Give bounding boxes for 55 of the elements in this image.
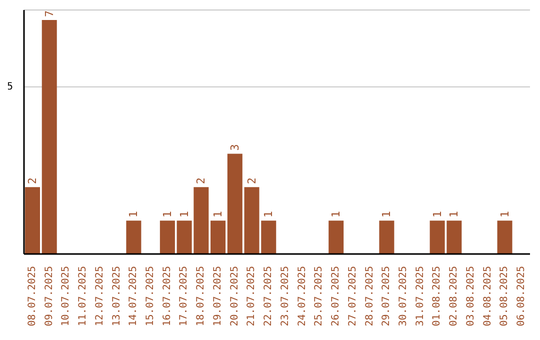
x-tick-label: 11.07.2025 <box>78 266 89 326</box>
x-tick-label: 21.07.2025 <box>246 266 258 326</box>
x-tick-label: 12.07.2025 <box>94 266 106 326</box>
x-tick-label: 05.08.2025 <box>499 266 510 326</box>
x-tick-label: 09.07.2025 <box>44 266 55 326</box>
x-tick-label: 02.08.2025 <box>448 266 460 326</box>
x-tick-label: 01.08.2025 <box>432 266 443 326</box>
x-tick-label: 16.07.2025 <box>162 266 173 326</box>
x-tick-label: 19.07.2025 <box>212 266 224 326</box>
x-tick-label: 17.07.2025 <box>178 266 190 326</box>
x-tick-label: 15.07.2025 <box>145 266 156 326</box>
data-label: 1 <box>498 210 512 218</box>
data-label: 1 <box>448 210 461 218</box>
bar <box>227 154 242 254</box>
x-tick-label: 08.07.2025 <box>26 266 38 326</box>
x-tick-label: 06.08.2025 <box>516 266 528 326</box>
data-label: 1 <box>160 210 174 218</box>
bar <box>42 20 57 254</box>
data-label: 1 <box>212 210 225 218</box>
x-tick-label: 13.07.2025 <box>111 266 122 326</box>
x-tick-label: 20.07.2025 <box>229 266 240 326</box>
bar <box>126 220 142 254</box>
y-tick-label: 5 <box>6 81 13 92</box>
x-tick-label: 23.07.2025 <box>280 266 291 326</box>
bar <box>210 220 226 254</box>
x-tick-label: 18.07.2025 <box>196 266 207 326</box>
bar <box>25 187 40 254</box>
data-label: 7 <box>42 10 56 18</box>
data-label: 1 <box>380 210 394 218</box>
data-label: 1 <box>262 210 276 218</box>
x-tick-label: 03.08.2025 <box>465 266 476 326</box>
bar <box>379 220 394 254</box>
x-tick-label: 10.07.2025 <box>60 266 72 326</box>
x-tick-label: 30.07.2025 <box>398 266 409 326</box>
x-tick-label: 26.07.2025 <box>330 266 342 326</box>
bar <box>328 220 344 254</box>
bar <box>497 220 512 254</box>
x-tick-label: 31.07.2025 <box>414 266 426 326</box>
x-tick-label: 04.08.2025 <box>482 266 494 326</box>
x-tick-label: 27.07.2025 <box>347 266 358 326</box>
data-label: 1 <box>330 210 343 218</box>
data-label: 1 <box>127 210 140 218</box>
data-label: 2 <box>194 178 208 184</box>
x-tick-label: 25.07.2025 <box>314 266 325 326</box>
x-tick-label: 29.07.2025 <box>381 266 392 326</box>
x-tick-label: 14.07.2025 <box>128 266 140 326</box>
data-label: 3 <box>228 144 242 151</box>
x-tick-label: 28.07.2025 <box>364 266 376 326</box>
data-label: 2 <box>245 178 258 184</box>
data-label: 1 <box>430 210 444 218</box>
bar <box>160 220 175 254</box>
data-label: 2 <box>26 178 39 184</box>
x-tick-label: 22.07.2025 <box>263 266 274 326</box>
data-label: 1 <box>178 210 191 218</box>
x-tick-label: 24.07.2025 <box>296 266 308 326</box>
